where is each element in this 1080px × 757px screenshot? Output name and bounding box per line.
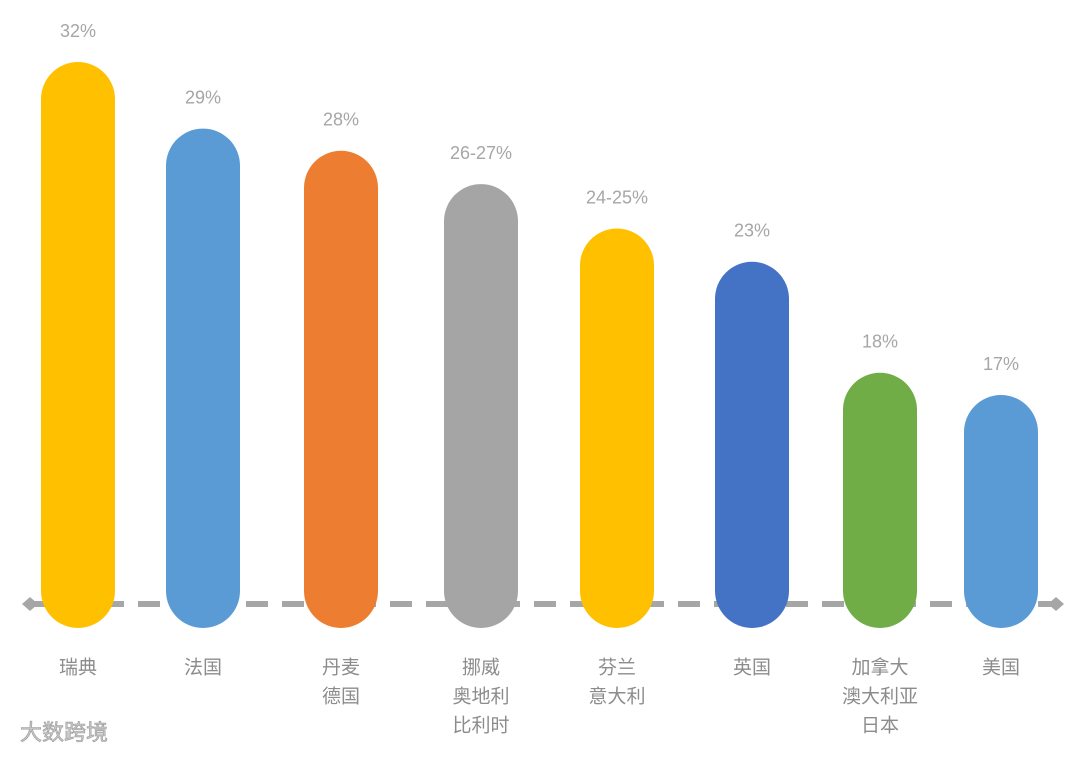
bar [843,372,917,628]
value-label: 24-25% [586,187,648,207]
category-label: 英国 [733,657,771,679]
value-label: 17% [983,354,1019,374]
bar [41,62,115,628]
category-label: 意大利 [588,686,645,708]
category-label: 芬兰 [598,657,636,679]
category-label: 加拿大 [851,656,908,679]
value-label: 32% [60,21,96,41]
category-label: 德国 [322,686,360,708]
category-label: 挪威 [462,657,500,679]
bar [715,261,789,628]
bar [166,128,240,628]
baseline-end [22,597,38,611]
category-label: 瑞典 [59,657,97,679]
category-label: 丹麦 [322,657,360,679]
watermark: 大数跨境 [20,721,108,746]
category-label: 奥地利 [452,686,509,708]
category-label: 比利时 [452,715,509,737]
category-label: 日本 [861,715,899,737]
value-label: 28% [323,110,359,130]
value-label: 26-27% [450,143,512,163]
baseline-end [1048,597,1064,611]
bar [580,228,654,628]
category-label: 澳大利亚 [842,686,918,708]
value-label: 29% [185,87,221,107]
bar [304,150,378,629]
category-label: 法国 [184,657,222,679]
value-label: 18% [862,332,898,352]
bar [964,395,1038,628]
category-label: 美国 [982,657,1020,679]
value-label: 23% [734,221,770,241]
bar [444,184,518,628]
